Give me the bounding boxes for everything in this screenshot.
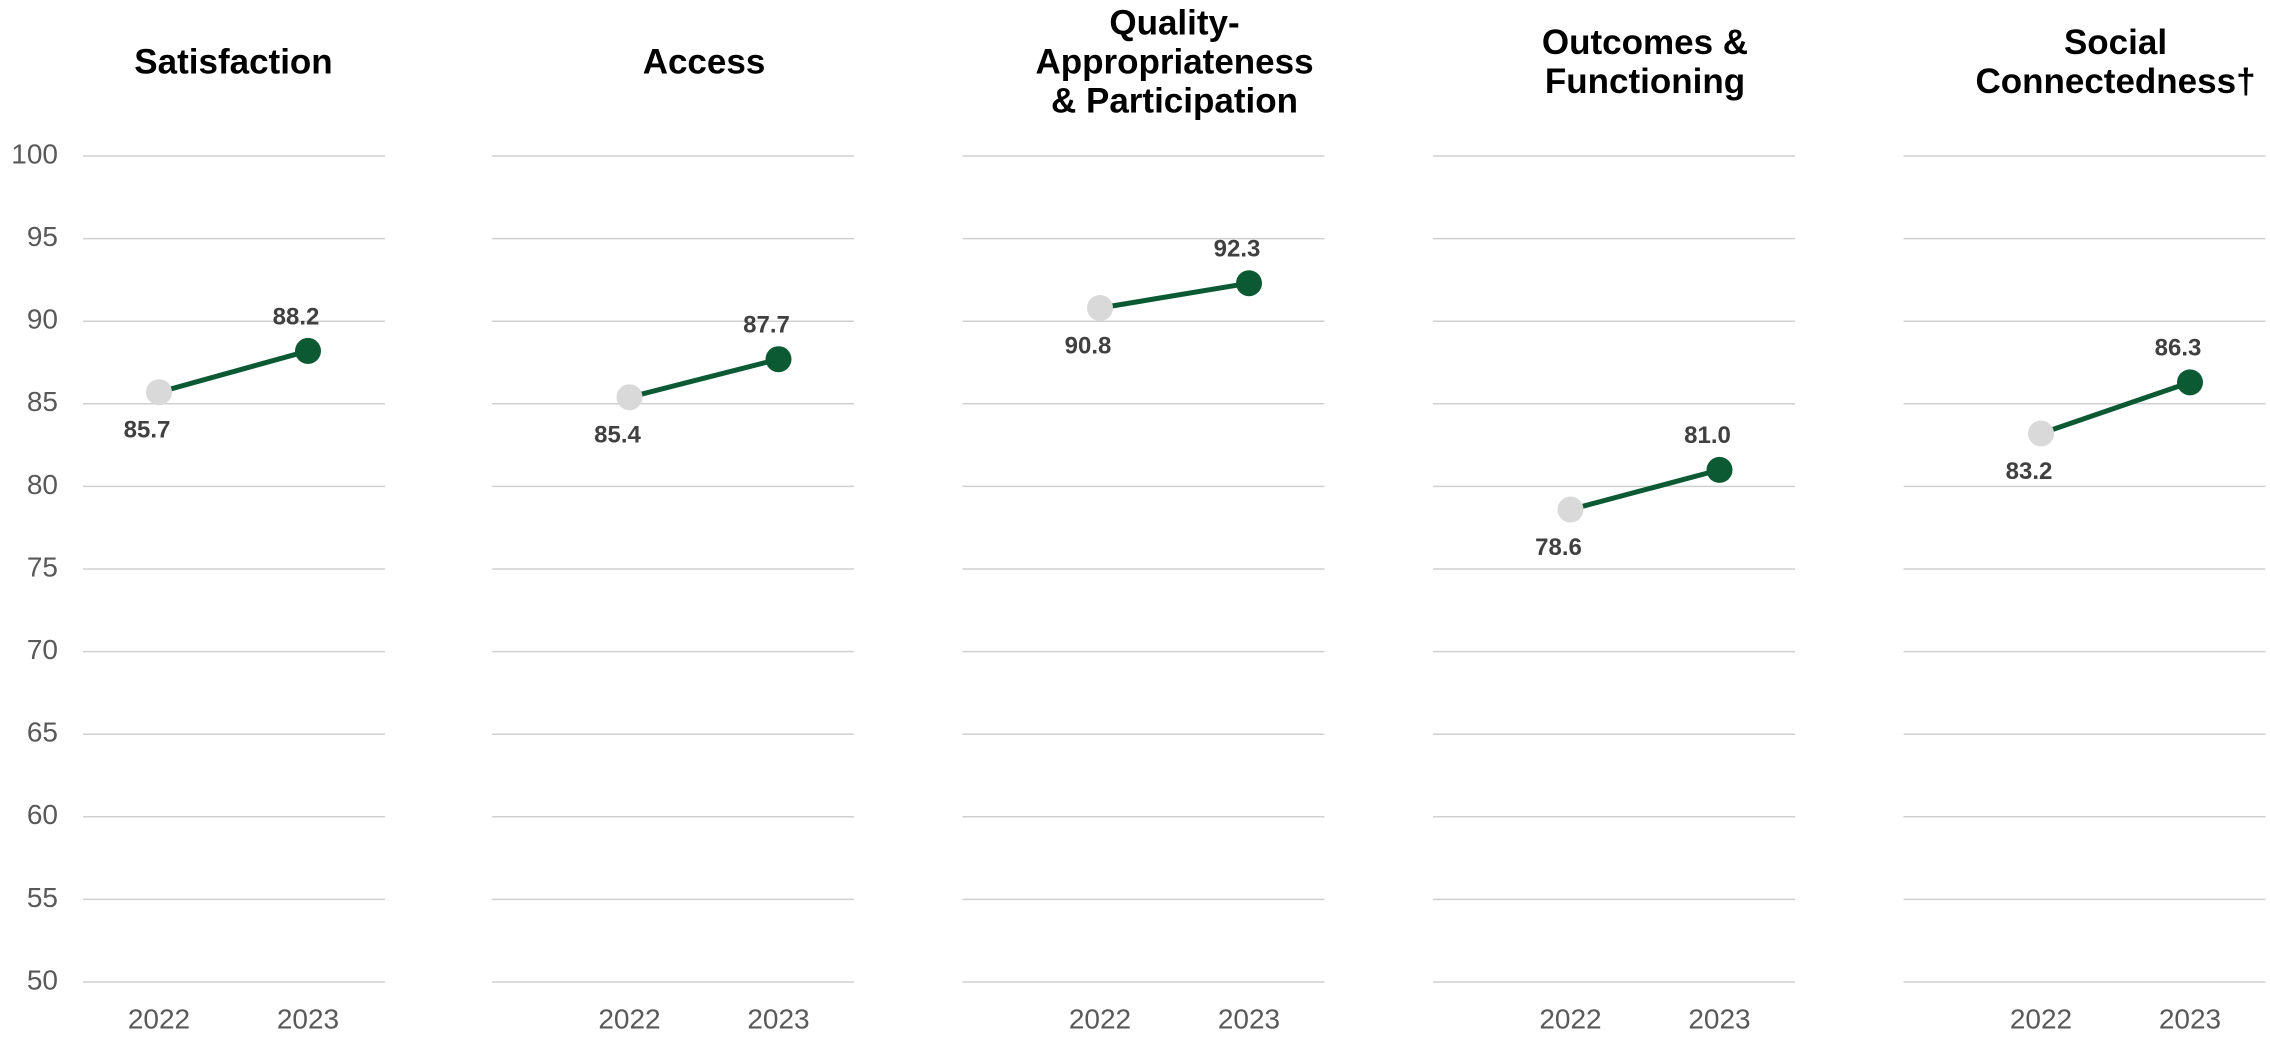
series-line xyxy=(158,348,309,395)
panel-title: Quality- xyxy=(1109,3,1239,42)
series-line xyxy=(628,356,780,400)
value-label: 86.3 xyxy=(2155,335,2202,362)
point xyxy=(2177,369,2203,396)
point xyxy=(616,384,643,411)
y-tick-label: 75 xyxy=(27,551,58,582)
value-label: 90.8 xyxy=(1065,332,1112,359)
y-tick-label: 90 xyxy=(27,304,58,335)
value-label: 88.2 xyxy=(273,303,320,330)
y-tick-label: 65 xyxy=(27,717,58,748)
panel-title: Access xyxy=(643,42,766,81)
x-tick-label: 2022 xyxy=(598,1003,660,1034)
y-tick-label: 55 xyxy=(27,882,58,913)
panel-title: Functioning xyxy=(1545,62,1745,101)
point xyxy=(1236,270,1262,297)
value-label: 92.3 xyxy=(1214,236,1261,263)
panel-title: Connectedness† xyxy=(1975,62,2255,101)
y-tick-label: 100 xyxy=(11,138,58,169)
y-tick-label: 80 xyxy=(27,469,58,500)
panel-title: Social xyxy=(2064,23,2167,62)
value-label: 83.2 xyxy=(2006,458,2053,485)
value-label: 87.7 xyxy=(743,312,790,339)
y-tick-label: 50 xyxy=(27,964,58,995)
series-line xyxy=(1569,467,1721,512)
panel-title: Outcomes & xyxy=(1542,23,1748,62)
y-tick-label: 95 xyxy=(27,221,58,252)
value-label: 85.4 xyxy=(594,422,641,449)
x-tick-label: 2023 xyxy=(277,1003,339,1034)
x-tick-label: 2022 xyxy=(128,1003,190,1034)
y-tick-label: 70 xyxy=(27,634,58,665)
series-line xyxy=(2040,379,2191,436)
point xyxy=(1557,496,1584,523)
value-label: 85.7 xyxy=(124,417,171,444)
point xyxy=(765,346,792,373)
x-tick-label: 2023 xyxy=(1688,1003,1750,1034)
x-tick-label: 2023 xyxy=(747,1003,809,1034)
point xyxy=(146,379,172,406)
panel-title: & Participation xyxy=(1051,81,1298,120)
point xyxy=(295,337,321,364)
x-tick-label: 2022 xyxy=(1069,1003,1131,1034)
value-label: 81.0 xyxy=(1684,422,1731,449)
x-tick-label: 2023 xyxy=(1218,1003,1280,1034)
panel-title: Satisfaction xyxy=(134,42,332,81)
value-label: 78.6 xyxy=(1535,534,1582,561)
panel-title: Appropriateness xyxy=(1035,42,1313,81)
x-tick-label: 2022 xyxy=(1539,1003,1601,1034)
point xyxy=(1087,294,1113,321)
series-line xyxy=(1099,280,1250,311)
point xyxy=(2028,420,2054,447)
point xyxy=(1706,456,1733,483)
y-tick-label: 85 xyxy=(27,386,58,417)
x-tick-label: 2023 xyxy=(2159,1003,2221,1034)
y-tick-label: 60 xyxy=(27,799,58,830)
x-tick-label: 2022 xyxy=(2010,1003,2072,1034)
